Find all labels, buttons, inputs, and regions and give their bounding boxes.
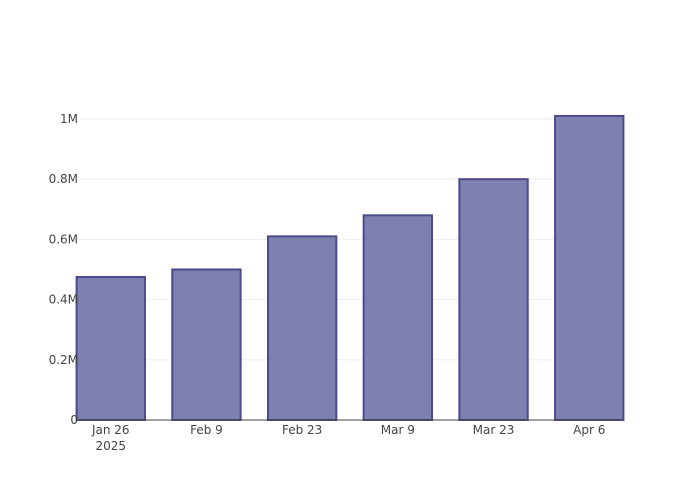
bar <box>75 276 146 421</box>
y-tick-label: 0.4M <box>49 293 78 307</box>
x-tick-label: Jan 26 <box>91 423 130 437</box>
x-tick-label: Apr 6 <box>573 423 605 437</box>
bar <box>171 268 242 422</box>
y-tick-label: 1M <box>60 112 78 126</box>
gridlines <box>80 118 620 361</box>
y-tick-label: 0.8M <box>49 172 78 186</box>
y-axis-tick-labels: 0 0.2M 0.4M 0.6M 0.8M 1M <box>49 112 78 427</box>
x-axis-tick-labels: Jan 26 2025 Feb 9 Feb 23 Mar 9 Mar 23 Apr 6 <box>91 423 605 453</box>
x-tick-label: Feb 23 <box>282 423 322 437</box>
bar <box>554 114 625 422</box>
y-tick-label: 0 <box>70 413 78 427</box>
bar <box>362 214 434 421</box>
y-tick-label: 0.2M <box>49 353 78 367</box>
y-tick-label: 0.6M <box>49 232 78 246</box>
x-tick-year-label: 2025 <box>95 439 126 453</box>
x-tick-label: Feb 9 <box>190 423 223 437</box>
bar <box>266 235 338 421</box>
bars <box>75 114 625 422</box>
x-tick-label: Mar 23 <box>473 423 515 437</box>
x-tick-label: Mar 9 <box>381 423 415 437</box>
bar <box>458 178 529 421</box>
